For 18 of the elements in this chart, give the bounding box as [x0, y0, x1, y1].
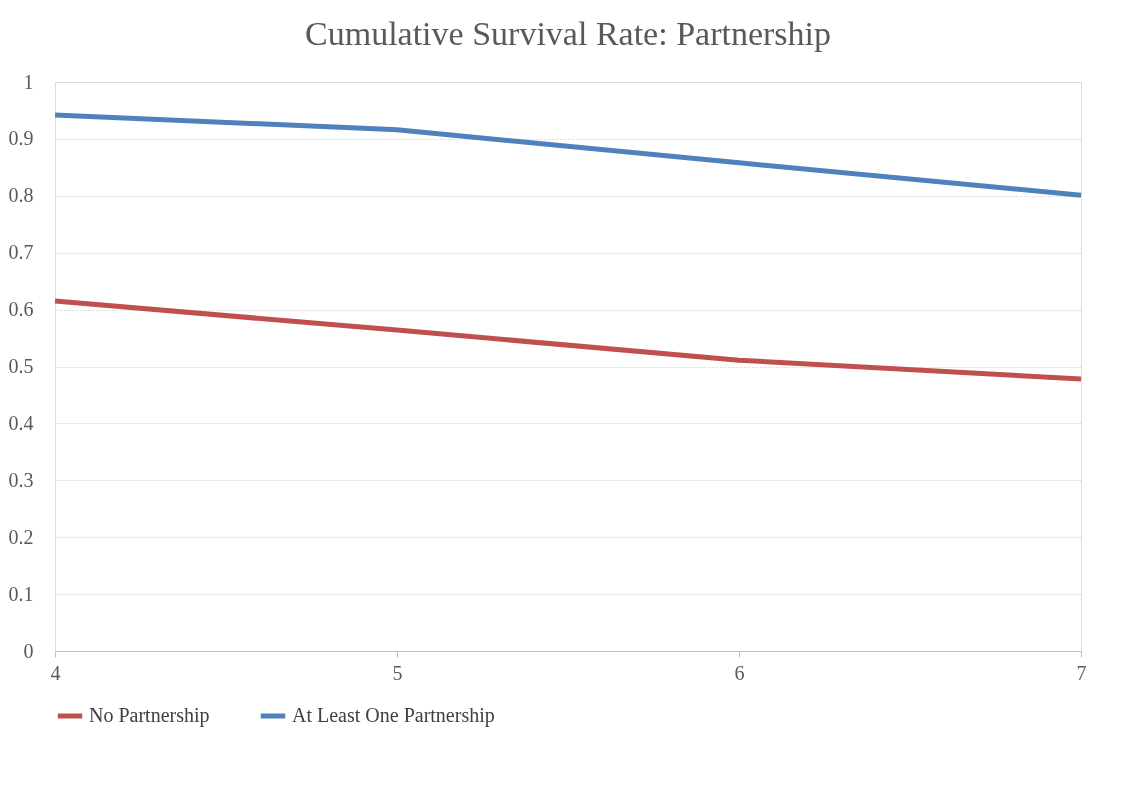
- chart-title: Cumulative Survival Rate: Partnership: [305, 15, 831, 52]
- y-tick-label: 0: [23, 639, 34, 662]
- legend-label: No Partnership: [89, 704, 210, 727]
- x-tick-label: 7: [1076, 661, 1087, 684]
- x-tick-label: 5: [392, 661, 403, 684]
- y-tick-label: 0.2: [8, 525, 34, 548]
- y-tick-label: 0.9: [8, 127, 34, 150]
- y-tick-label: 0.4: [8, 411, 34, 434]
- x-tick-label: 4: [50, 661, 61, 684]
- y-tick-label: 0.5: [8, 355, 34, 377]
- y-tick-label: 0.6: [8, 298, 34, 321]
- y-tick-label: 0.3: [8, 468, 34, 491]
- y-tick-label: 0.8: [8, 184, 34, 207]
- y-tick-label: 0.7: [8, 241, 34, 264]
- legend-label: At Least One Partnership: [292, 704, 495, 727]
- y-tick-label: 0.1: [8, 582, 34, 605]
- x-tick-label: 6: [734, 661, 745, 684]
- y-tick-label: 1: [23, 70, 34, 93]
